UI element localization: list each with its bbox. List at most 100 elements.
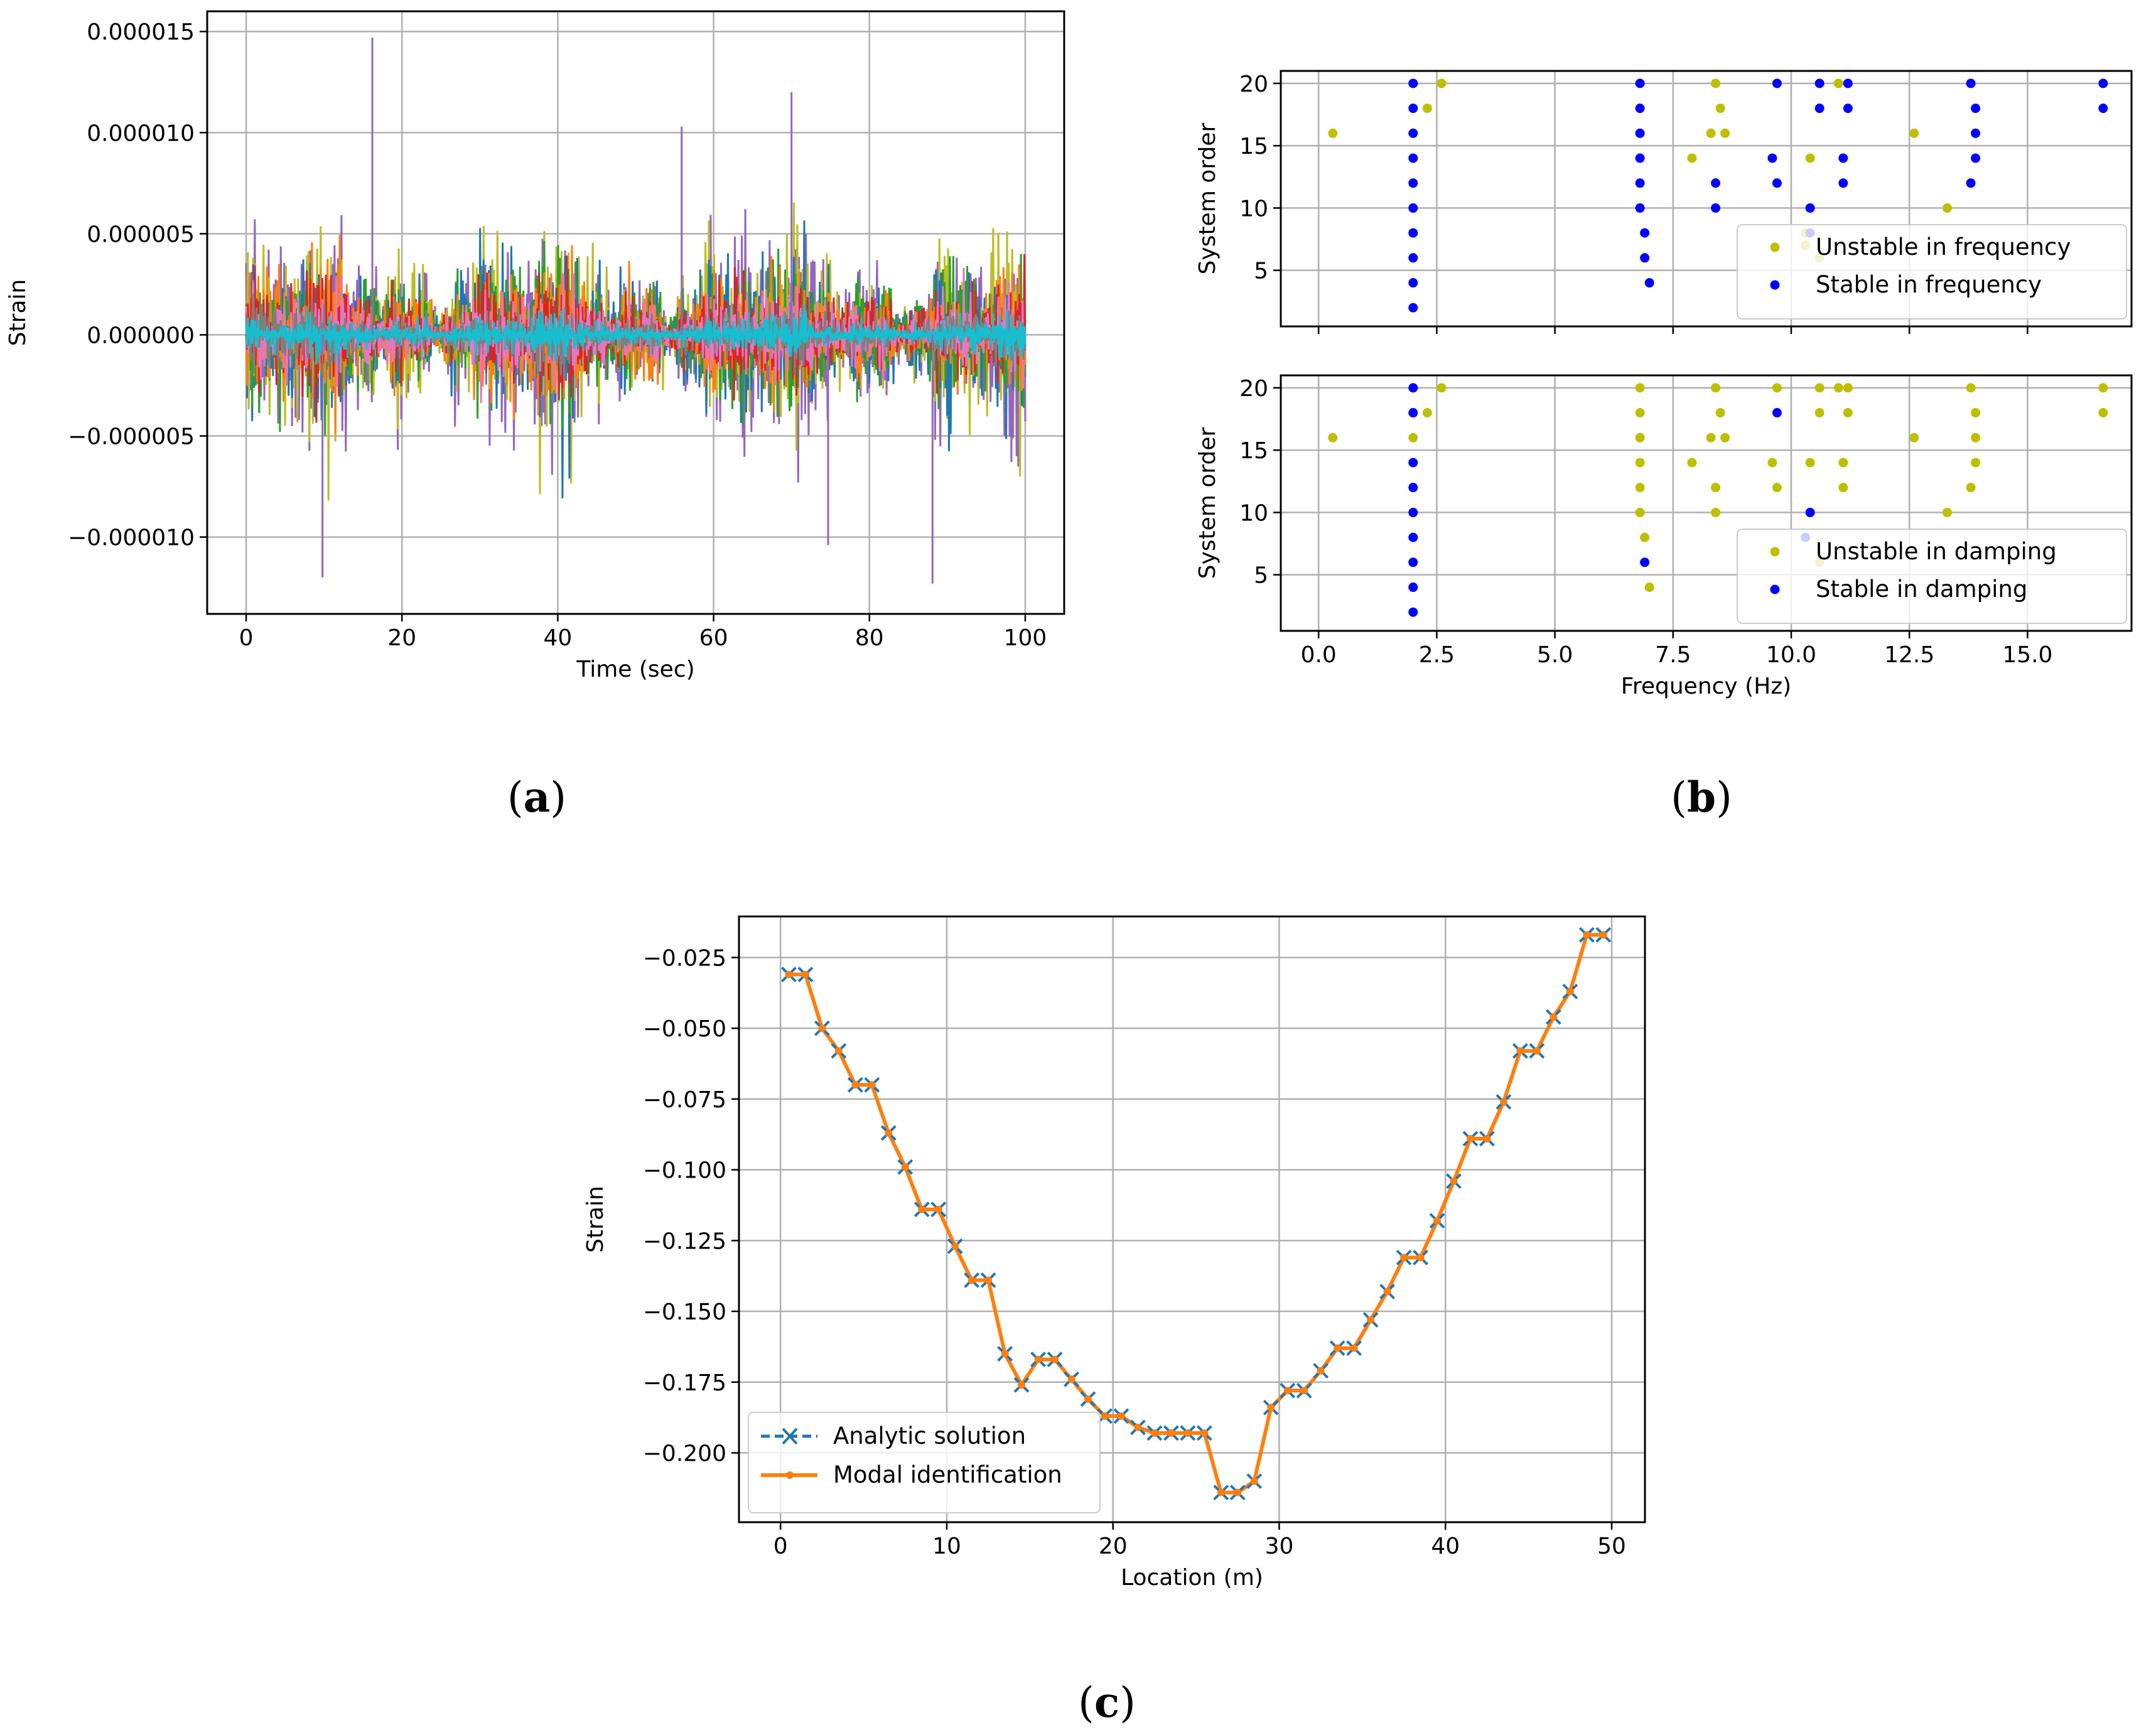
scatter-point	[1966, 483, 1976, 493]
y-tick-label: 20	[1239, 376, 1268, 402]
modal-dot-marker	[1018, 1381, 1026, 1389]
scatter-point	[1715, 408, 1725, 418]
modal-dot-marker	[1499, 1098, 1507, 1106]
x-tick-label: 80	[855, 625, 884, 651]
scatter-point	[1635, 458, 1645, 468]
y-tick-label: 5	[1254, 259, 1268, 284]
scatter-point	[1720, 432, 1730, 443]
modal-dot-marker	[1051, 1355, 1059, 1363]
legend-marker	[1770, 584, 1780, 594]
scatter-point	[1814, 383, 1825, 393]
modal-dot-marker	[1350, 1344, 1358, 1352]
modal-dot-marker	[984, 1276, 993, 1284]
legend-marker	[1770, 280, 1780, 290]
scatter-point	[1408, 458, 1418, 468]
scatter-point	[1805, 507, 1815, 517]
y-tick-label: −0.200	[643, 1441, 726, 1467]
modal-dot-marker	[1317, 1367, 1325, 1375]
scatter-point	[1640, 532, 1650, 542]
y-tick-label: 15	[1239, 134, 1268, 159]
scatter-point	[1408, 203, 1418, 213]
modal-dot-marker	[1150, 1429, 1158, 1437]
scatter-point	[1843, 383, 1853, 393]
modal-dot-marker	[1200, 1429, 1209, 1437]
scatter-point	[2098, 383, 2108, 393]
x-tick-label: 50	[1597, 1534, 1626, 1559]
scatter-point	[1408, 483, 1418, 493]
scatter-point	[1805, 203, 1815, 213]
modal-dot-marker	[1583, 931, 1591, 939]
x-tick-label: 0	[239, 625, 254, 651]
scatter-point	[1408, 178, 1418, 188]
y-tick-label: −0.100	[643, 1158, 726, 1184]
scatter-point	[1772, 408, 1782, 418]
legend-label: Stable in frequency	[1816, 271, 2042, 298]
modal-dot-marker	[1416, 1254, 1425, 1262]
modal-dot-marker	[801, 970, 809, 979]
modal-dot-marker	[934, 1205, 942, 1213]
x-tick-label: 0	[773, 1534, 788, 1559]
legend-label: Modal identification	[833, 1461, 1062, 1488]
y-tick-label: 10	[1239, 196, 1268, 222]
scatter-point	[1635, 408, 1645, 418]
scatter-point	[1942, 507, 1952, 517]
scatter-point	[1971, 432, 1981, 443]
scatter-point	[1838, 458, 1848, 468]
y-tick-label: 0.000015	[87, 19, 195, 45]
scatter-point	[1635, 104, 1645, 114]
panel-a-strain-time-history: 0 20 40 60 80 100 −0.000010 −0.000005 0.000000 0.…	[5, 10, 1065, 822]
scatter-point	[1635, 483, 1645, 493]
panel-b-frequency-stabilization: Unstable in frequency Stable in frequency…	[1195, 70, 2133, 334]
x-tick-label: 60	[699, 625, 728, 651]
scatter-point	[1966, 178, 1976, 188]
scatter-point	[1328, 128, 1338, 138]
scatter-point	[1711, 383, 1721, 393]
scatter-point	[1814, 408, 1825, 418]
scatter-point	[1408, 557, 1418, 567]
x-tick-label: 30	[1265, 1534, 1294, 1559]
scatter-point	[1408, 532, 1418, 542]
x-tick-label: 40	[544, 625, 573, 651]
y-tick-label: −0.150	[643, 1299, 726, 1325]
modal-dot-marker	[868, 1081, 876, 1089]
scatter-point	[1772, 178, 1782, 188]
legend-box	[748, 1412, 1101, 1513]
scatter-point	[2098, 78, 2108, 89]
modal-dot-marker	[1533, 1047, 1541, 1055]
scatter-point	[1644, 278, 1654, 288]
x-tick-label: 0.0	[1301, 642, 1337, 668]
x-axis-label: Time (sec)	[576, 657, 694, 682]
modal-dot-marker	[1283, 1387, 1291, 1395]
scatter-point	[1640, 557, 1650, 567]
y-tick-label: −0.175	[643, 1370, 726, 1396]
scatter-point	[1838, 178, 1848, 188]
x-tick-label: 7.5	[1655, 642, 1691, 668]
scatter-point	[1635, 507, 1645, 517]
y-tick-label: 15	[1239, 438, 1268, 464]
scatter-point	[1971, 408, 1981, 418]
y-tick-label: −0.000005	[68, 424, 195, 450]
scatter-point	[1408, 128, 1418, 138]
scatter-point	[1408, 78, 1418, 89]
scatter-point	[1635, 78, 1645, 89]
y-tick-label: 0.000000	[87, 323, 195, 348]
scatter-point	[1805, 458, 1815, 468]
scatter-point	[1966, 78, 1976, 89]
scatter-point	[1422, 104, 1432, 114]
series-line-ch9	[245, 304, 1027, 365]
scatter-point	[1814, 78, 1825, 89]
modal-dot-marker	[785, 970, 793, 979]
modal-dot-marker	[1367, 1316, 1375, 1324]
scatter-point	[1687, 153, 1697, 163]
scatter-point	[1909, 432, 1919, 443]
modal-dot-marker	[1034, 1355, 1042, 1363]
modal-dot-marker	[1450, 1177, 1458, 1185]
y-tick-label: 10	[1239, 500, 1268, 526]
modal-dot-marker	[1267, 1404, 1275, 1412]
scatter-point	[1767, 153, 1777, 163]
modal-dot-marker	[1101, 1412, 1109, 1420]
modal-dot-marker	[1167, 1429, 1175, 1437]
modal-dot-marker	[1001, 1350, 1009, 1358]
x-tick-label: 12.5	[1884, 642, 1934, 668]
